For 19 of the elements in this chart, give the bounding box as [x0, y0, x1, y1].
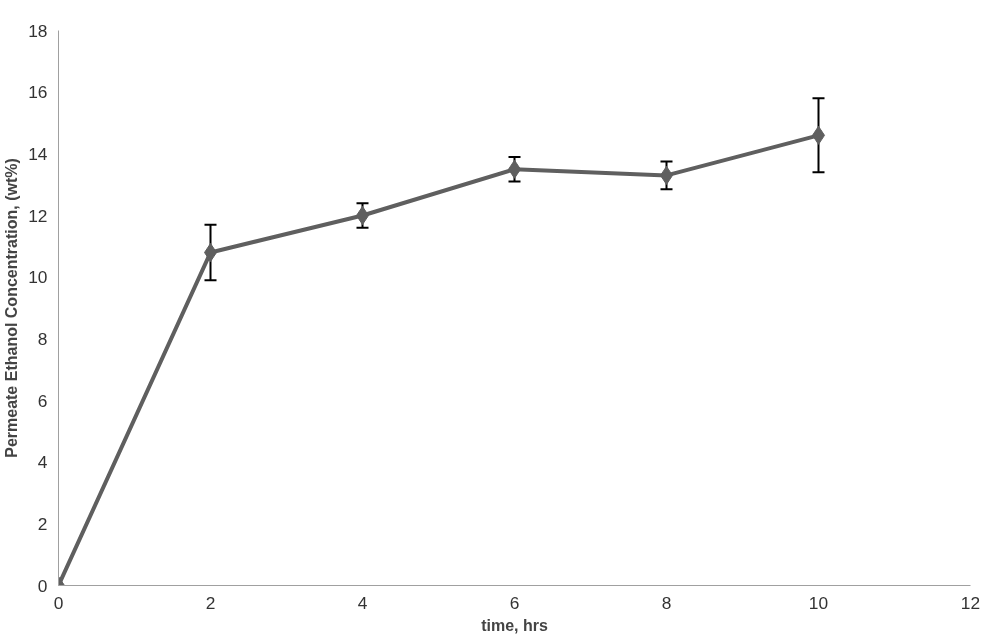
x-axis-title: time, hrs: [481, 616, 548, 634]
x-tick-label: 12: [960, 592, 981, 613]
y-axis-title: Permeate Ethanol Concentration, (wt%): [3, 158, 21, 458]
y-tick-label: 12: [28, 205, 48, 226]
x-tick-label: 0: [53, 592, 64, 613]
y-tick-label: 6: [37, 390, 48, 411]
y-tick-label: 16: [28, 82, 48, 103]
y-tick-label: 14: [28, 143, 48, 164]
y-tick-label: 8: [37, 328, 48, 349]
x-tick-label: 8: [661, 592, 672, 613]
x-tick-label: 2: [205, 592, 216, 613]
x-tick-label: 10: [808, 592, 829, 613]
x-tick-label: 4: [357, 592, 368, 613]
y-tick-label: 2: [37, 513, 48, 534]
y-tick-label: 18: [28, 20, 48, 41]
y-tick-label: 0: [37, 575, 48, 596]
x-tick-label: 6: [509, 592, 520, 613]
y-tick-label: 10: [28, 267, 48, 288]
y-tick-label: 4: [37, 452, 48, 473]
